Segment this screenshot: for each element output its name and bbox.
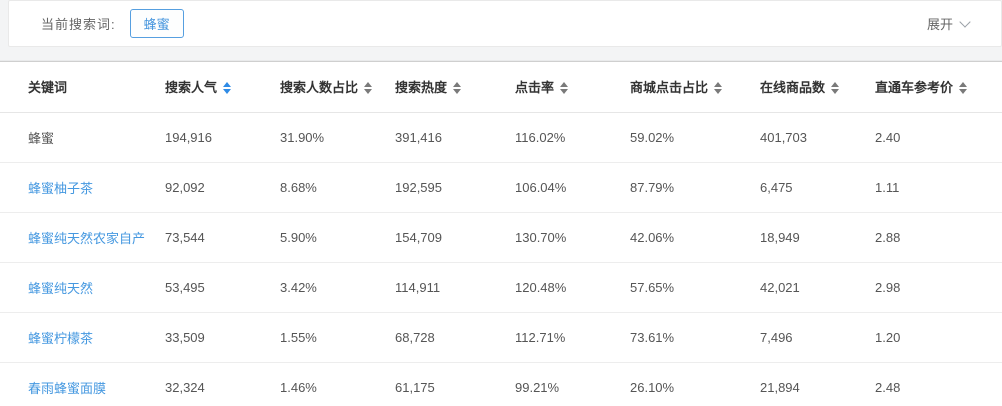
sort-icon[interactable]: [831, 81, 840, 94]
table-row: 蜂蜜纯天然农家自产 73,544 5.90% 154,709 130.70% 42.06…: [0, 212, 1002, 263]
keyword-cell: 春雨蜂蜜面膜: [0, 362, 165, 406]
value-cell: 53,495: [165, 262, 280, 313]
keyword-cell: 蜂蜜柠檬茶: [0, 312, 165, 363]
table-header-row: 关键词 搜索人气 搜索人数占比 搜索热度 点击率 商城点击占比 在线商品数 直通…: [0, 62, 1002, 113]
chevron-down-icon: [959, 15, 971, 28]
keyword-cell: 蜂蜜纯天然: [0, 262, 165, 313]
keyword-link[interactable]: 蜂蜜纯天然: [28, 280, 94, 296]
column-header[interactable]: 直通车参考价: [875, 62, 1002, 113]
keyword-link[interactable]: 蜂蜜柠檬茶: [28, 330, 94, 346]
column-header[interactable]: 搜索人气: [165, 62, 280, 113]
sort-icon[interactable]: [453, 81, 462, 94]
column-label: 搜索人气: [165, 80, 218, 96]
sort-icon[interactable]: [364, 81, 373, 94]
value-cell: 59.02%: [630, 112, 760, 163]
value-cell: 2.98: [875, 262, 1002, 313]
value-cell: 31.90%: [280, 112, 395, 163]
value-cell: 2.40: [875, 112, 1002, 163]
column-header[interactable]: 在线商品数: [760, 62, 875, 113]
value-cell: 92,092: [165, 162, 280, 213]
column-header[interactable]: 点击率: [515, 62, 630, 113]
keyword-link[interactable]: 蜂蜜柚子茶: [28, 180, 94, 196]
value-cell: 7,496: [760, 312, 875, 363]
value-cell: 194,916: [165, 112, 280, 163]
keyword-table: 关键词 搜索人气 搜索人数占比 搜索热度 点击率 商城点击占比 在线商品数 直通…: [0, 62, 1002, 406]
table-row: 春雨蜂蜜面膜 32,324 1.46% 61,175 99.21% 26.10% 21,8…: [0, 362, 1002, 406]
column-header: 关键词: [0, 62, 165, 113]
value-cell: 192,595: [395, 162, 515, 213]
value-cell: 130.70%: [515, 212, 630, 263]
keyword-table-panel: 关键词 搜索人气 搜索人数占比 搜索热度 点击率 商城点击占比 在线商品数 直通…: [0, 61, 1002, 406]
value-cell: 1.55%: [280, 312, 395, 363]
value-cell: 18,949: [760, 212, 875, 263]
value-cell: 401,703: [760, 112, 875, 163]
value-cell: 8.68%: [280, 162, 395, 213]
value-cell: 2.88: [875, 212, 1002, 263]
value-cell: 87.79%: [630, 162, 760, 213]
column-header[interactable]: 搜索人数占比: [280, 62, 395, 113]
value-cell: 42,021: [760, 262, 875, 313]
value-cell: 73.61%: [630, 312, 760, 363]
column-label: 直通车参考价: [875, 80, 954, 96]
sort-icon[interactable]: [223, 81, 232, 94]
keyword-link[interactable]: 春雨蜂蜜面膜: [28, 380, 107, 396]
sort-icon[interactable]: [959, 81, 968, 94]
value-cell: 112.71%: [515, 312, 630, 363]
keyword-link[interactable]: 蜂蜜纯天然农家自产: [28, 230, 146, 246]
value-cell: 114,911: [395, 262, 515, 313]
column-label: 在线商品数: [760, 80, 826, 96]
value-cell: 3.42%: [280, 262, 395, 313]
value-cell: 33,509: [165, 312, 280, 363]
value-cell: 73,544: [165, 212, 280, 263]
value-cell: 61,175: [395, 362, 515, 406]
value-cell: 1.20: [875, 312, 1002, 363]
table-row: 蜂蜜柠檬茶 33,509 1.55% 68,728 112.71% 73.61% 7,49…: [0, 312, 1002, 363]
column-label: 商城点击占比: [630, 80, 709, 96]
value-cell: 42.06%: [630, 212, 760, 263]
expand-label: 展开: [926, 17, 953, 32]
column-label: 关键词: [28, 80, 68, 96]
column-label: 搜索人数占比: [280, 80, 359, 96]
keyword-text: 蜂蜜: [28, 130, 55, 146]
column-header[interactable]: 搜索热度: [395, 62, 515, 113]
value-cell: 120.48%: [515, 262, 630, 313]
table-row: 蜂蜜柚子茶 92,092 8.68% 192,595 106.04% 87.79% 6,4…: [0, 162, 1002, 213]
value-cell: 6,475: [760, 162, 875, 213]
search-term-tag[interactable]: 蜂蜜: [129, 9, 184, 38]
keyword-cell: 蜂蜜柚子茶: [0, 162, 165, 213]
value-cell: 106.04%: [515, 162, 630, 213]
value-cell: 57.65%: [630, 262, 760, 313]
keyword-cell: 蜂蜜: [0, 112, 165, 163]
column-header[interactable]: 商城点击占比: [630, 62, 760, 113]
value-cell: 32,324: [165, 362, 280, 406]
expand-toggle[interactable]: 展开: [926, 14, 971, 33]
value-cell: 1.46%: [280, 362, 395, 406]
value-cell: 2.48: [875, 362, 1002, 406]
value-cell: 116.02%: [515, 112, 630, 163]
filter-bar: 当前搜索词: 蜂蜜 展开: [8, 0, 1002, 47]
value-cell: 154,709: [395, 212, 515, 263]
table-body: 蜂蜜 194,916 31.90% 391,416 116.02% 59.02% 401,…: [0, 112, 1002, 406]
keyword-cell: 蜂蜜纯天然农家自产: [0, 212, 165, 263]
value-cell: 1.11: [875, 162, 1002, 213]
table-row: 蜂蜜 194,916 31.90% 391,416 116.02% 59.02% 401,…: [0, 112, 1002, 163]
value-cell: 21,894: [760, 362, 875, 406]
value-cell: 68,728: [395, 312, 515, 363]
value-cell: 5.90%: [280, 212, 395, 263]
value-cell: 391,416: [395, 112, 515, 163]
column-label: 点击率: [515, 80, 555, 96]
current-search-label: 当前搜索词:: [41, 17, 116, 32]
sort-icon[interactable]: [560, 81, 569, 94]
column-label: 搜索热度: [395, 80, 448, 96]
table-row: 蜂蜜纯天然 53,495 3.42% 114,911 120.48% 57.65% 42,…: [0, 262, 1002, 313]
value-cell: 99.21%: [515, 362, 630, 406]
value-cell: 26.10%: [630, 362, 760, 406]
sort-icon[interactable]: [714, 81, 723, 94]
